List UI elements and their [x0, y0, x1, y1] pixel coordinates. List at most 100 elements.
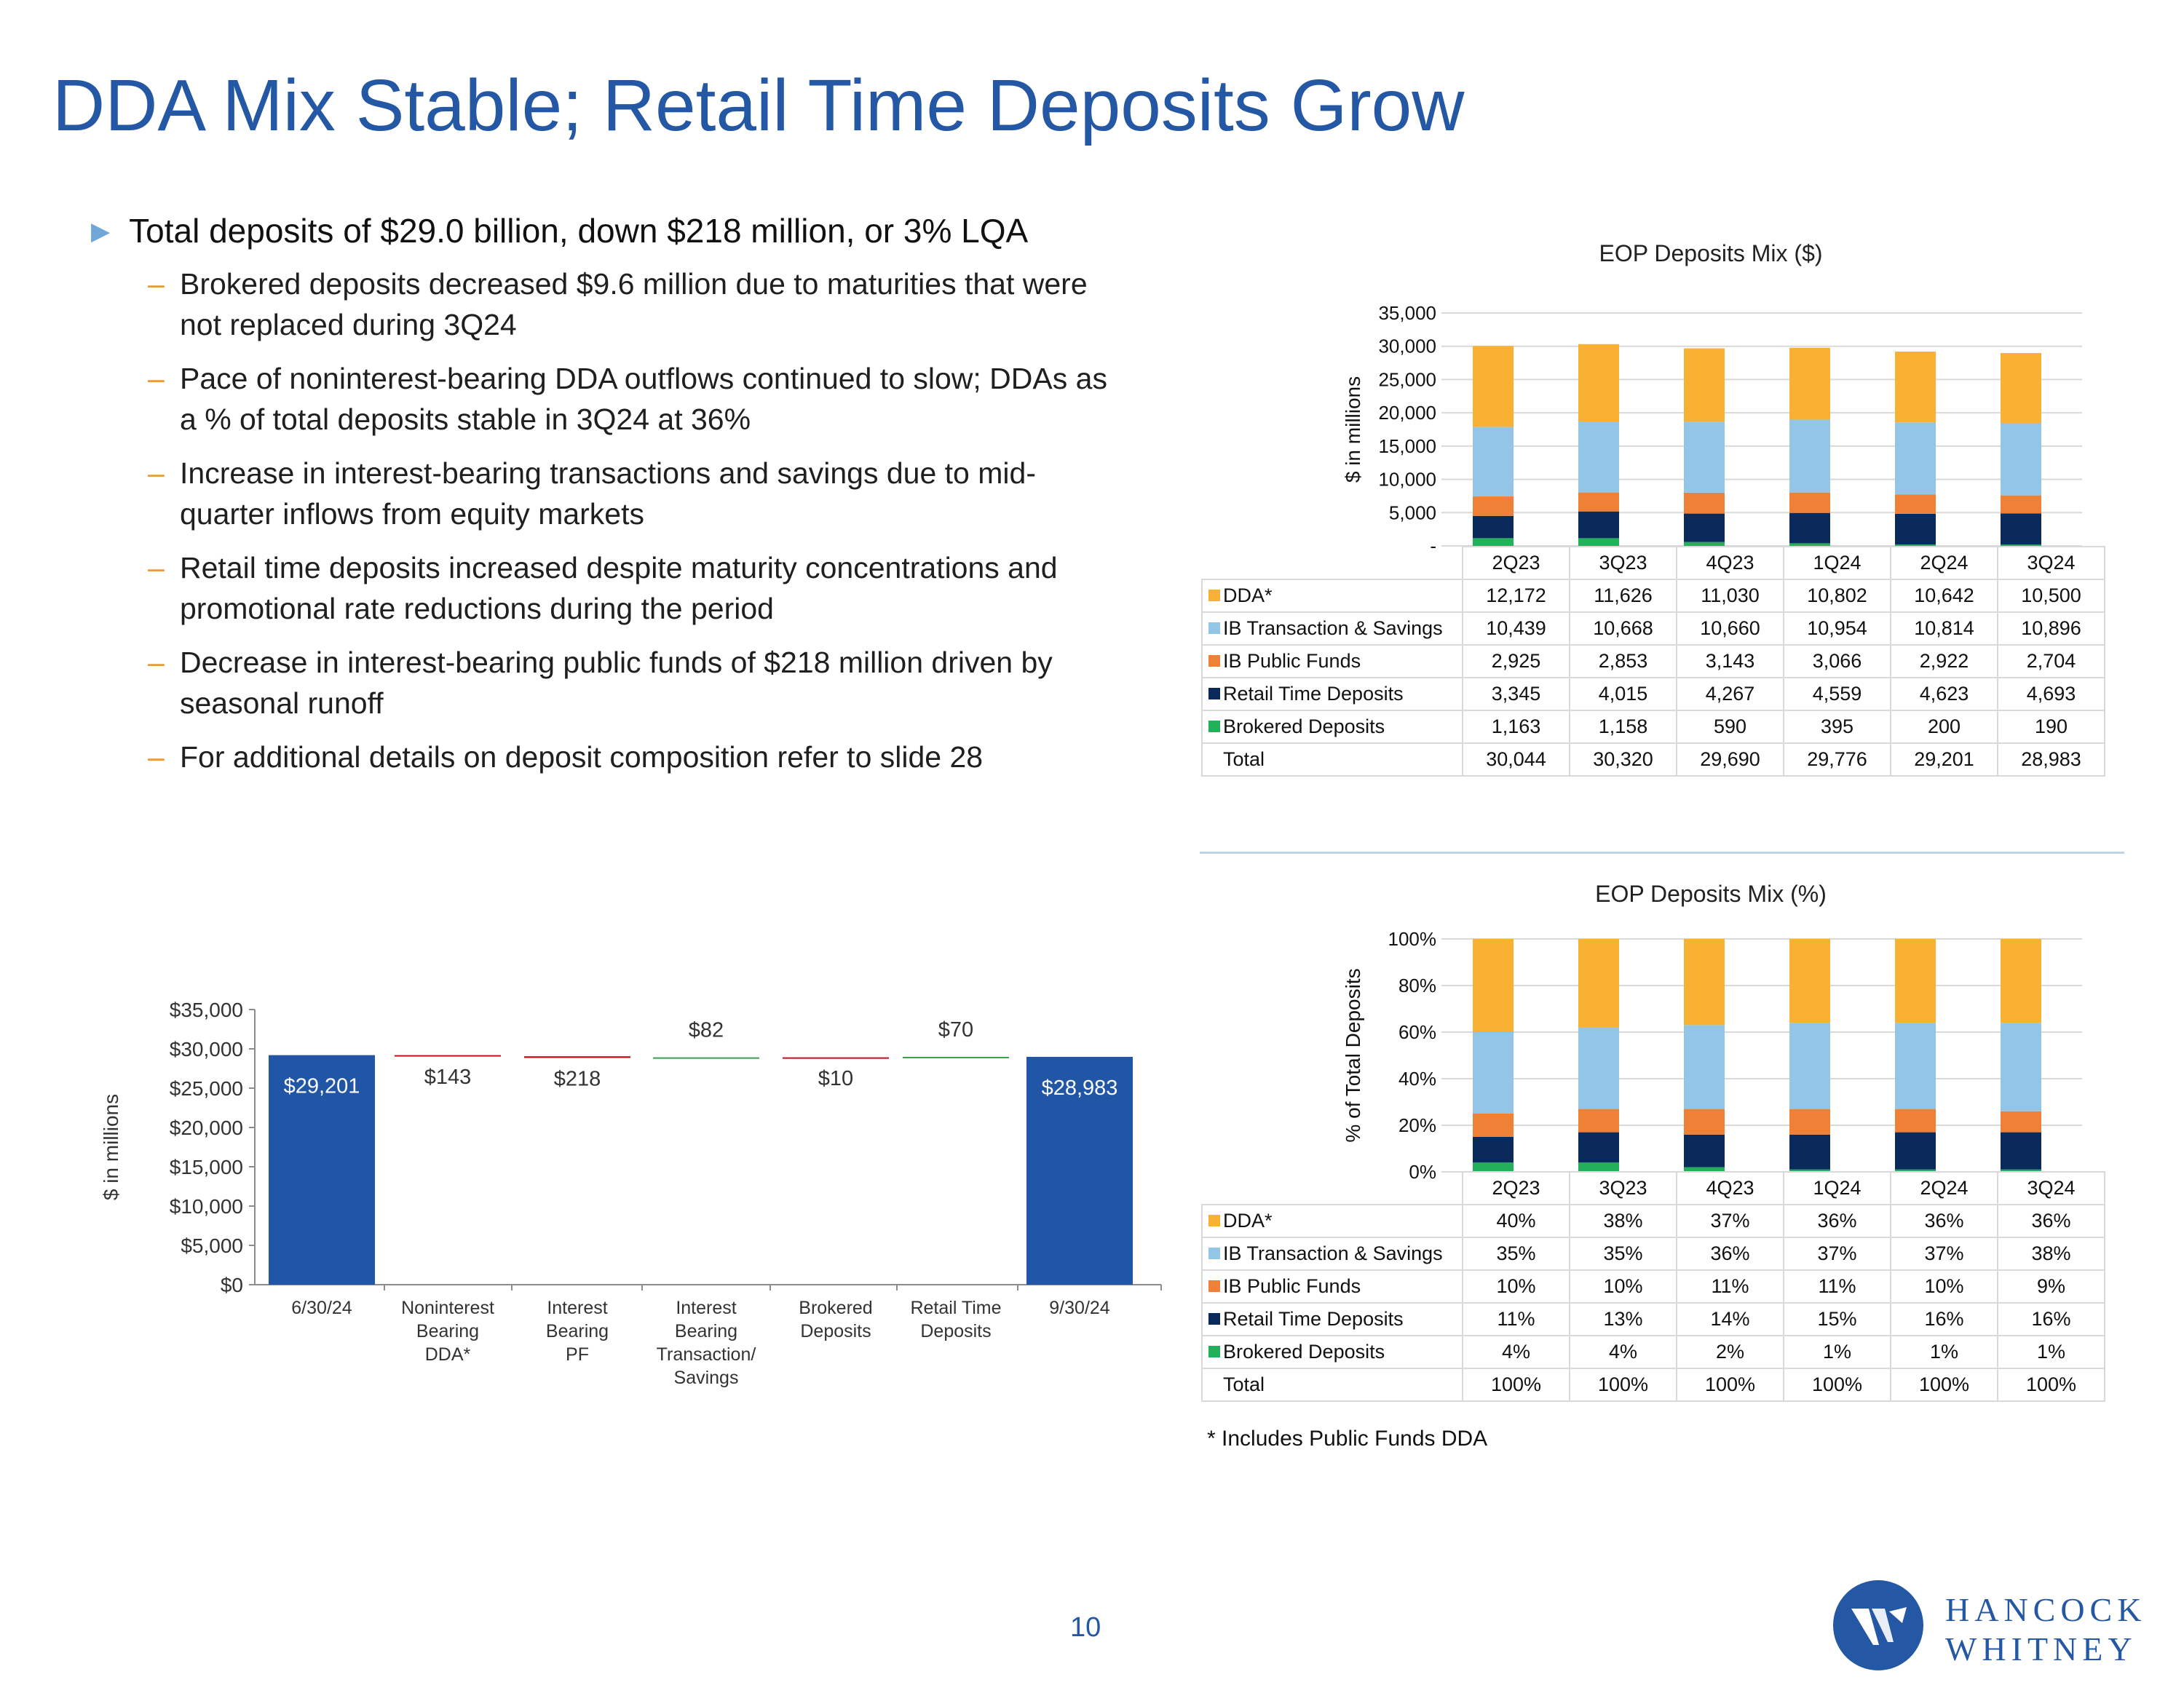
data-label: 590: [1676, 710, 1784, 744]
sub-bullet-text: Brokered deposits decreased $9.6 million…: [180, 263, 1088, 345]
data-label: 100%: [1997, 1368, 2105, 1402]
x-category-label: 9/30/24: [1049, 1298, 1110, 1318]
waterfall-step-bar: [653, 1057, 759, 1059]
data-label: $29,201: [284, 1075, 360, 1098]
y-tick-label: $15,000: [170, 1156, 243, 1178]
bar-segment: [1473, 427, 1514, 497]
legend-entry: Retail Time Deposits: [1201, 1302, 1463, 1336]
bar-segment: [1684, 542, 1725, 546]
data-label: 10,668: [1569, 611, 1677, 646]
x-category-label: 2Q23: [1462, 546, 1570, 580]
bar-segment: [2001, 1023, 2041, 1111]
data-label: 40%: [1462, 1204, 1570, 1238]
bar-segment: [2001, 939, 2041, 1023]
table-row: Retail Time Deposits 3,345 4,015 4,267 4,559…: [1201, 677, 2105, 711]
bar-segment: [2001, 544, 2041, 546]
bar-segment: [1578, 939, 1619, 1028]
data-label: 10%: [1462, 1269, 1570, 1304]
sub-bullet: – Pace of noninterest-bearing DDA outflow…: [148, 358, 1205, 440]
table-row: DDA* 40% 38% 37% 36% 36% 36%: [1201, 1204, 2105, 1238]
legend-entry: DDA*: [1201, 1204, 1463, 1238]
bar-segment: [1578, 492, 1619, 512]
logo-line-2: WHITNEY: [1945, 1630, 2137, 1668]
x-category-label: 3Q23: [1569, 1171, 1677, 1205]
y-tick-label: 20%: [1398, 1114, 1436, 1136]
x-category-label: Bearing: [546, 1321, 609, 1341]
waterfall-step-bar: [524, 1056, 630, 1058]
bar-segment: [1684, 492, 1725, 514]
data-label: 1,163: [1462, 710, 1570, 744]
table-corner: [1202, 1172, 1463, 1205]
x-category-label: Savings: [674, 1368, 739, 1388]
data-label: 10,500: [1997, 579, 2105, 613]
data-label: 15%: [1783, 1302, 1891, 1336]
legend-swatch: [1208, 1312, 1220, 1325]
table-corner: [1202, 547, 1463, 579]
data-label: 2,922: [1890, 644, 1998, 678]
data-label: 10,802: [1783, 579, 1891, 613]
x-category-label: Bearing: [416, 1321, 479, 1341]
bar-segment: [1473, 346, 1514, 427]
legend-swatch: [1208, 1345, 1220, 1357]
data-label: 37%: [1676, 1204, 1784, 1238]
sub-bullets: – Brokered deposits decreased $9.6 millio…: [91, 263, 1205, 777]
sub-bullet-line: promotional rate reductions during the p…: [180, 592, 774, 625]
table-row: Total 100% 100% 100% 100% 100% 100%: [1201, 1368, 2105, 1402]
data-label: 29,690: [1676, 742, 1784, 777]
legend-entry: Total: [1201, 1368, 1463, 1402]
sub-bullet-line: Decrease in interest-bearing public fund…: [180, 646, 1053, 679]
data-label: 100%: [1890, 1368, 1998, 1402]
bar-segment: [1578, 511, 1619, 539]
bar-segment: [1789, 939, 1830, 1023]
x-category-label: PF: [566, 1344, 589, 1365]
dash-bullet-icon: –: [148, 551, 165, 584]
x-category-label: DDA*: [425, 1344, 471, 1365]
data-label: 30,320: [1569, 742, 1677, 777]
data-label: 29,201: [1890, 742, 1998, 777]
bar-segment: [1473, 515, 1514, 539]
y-tick-label: 100%: [1388, 928, 1437, 950]
bar-segment: [1578, 344, 1619, 422]
series-name: DDA*: [1223, 584, 1273, 606]
bar-segment: [1578, 1162, 1619, 1172]
x-category-label: Bearing: [675, 1321, 737, 1341]
series-name: Brokered Deposits: [1223, 715, 1385, 737]
sub-bullet-line: Pace of noninterest-bearing DDA outflows…: [180, 362, 1107, 395]
chart-waterfall: $0 $5,000 $10,000 $15,000 $20,000 $25,000 $30,…: [100, 999, 1162, 1388]
sub-bullet-text: Pace of noninterest-bearing DDA outflows…: [180, 358, 1107, 440]
x-category-label: 6/30/24: [291, 1298, 352, 1318]
table-row: IB Transaction & Savings 10,439 10,668 10,6…: [1201, 611, 2105, 646]
data-label: 16%: [1997, 1302, 2105, 1336]
bar-segment: [1684, 421, 1725, 493]
legend-swatch: [1208, 1214, 1220, 1226]
data-label: 100%: [1676, 1368, 1784, 1402]
logo-wordmark: HANCOCK WHITNEY: [1945, 1590, 2146, 1669]
bar-segment: [2001, 423, 2041, 496]
bar-segment: [1578, 538, 1619, 546]
footnote: * Includes Public Funds DDA: [1207, 1427, 1488, 1451]
data-label: 3,066: [1783, 644, 1891, 678]
bar-segment: [2001, 353, 2041, 424]
data-label: 4,559: [1783, 677, 1891, 711]
data-label: 100%: [1569, 1368, 1677, 1402]
bar-segment: [1789, 1109, 1830, 1135]
series-name: IB Public Funds: [1223, 1275, 1361, 1297]
bar-segment: [2001, 1169, 2041, 1172]
data-label: 10,814: [1890, 611, 1998, 646]
data-label: $143: [424, 1066, 472, 1089]
x-category-label: 1Q24: [1783, 546, 1891, 580]
legend-swatch: [1208, 654, 1220, 667]
bar-segment: [1789, 419, 1830, 493]
y-tick-label: 0%: [1409, 1161, 1436, 1183]
series-name: Retail Time Deposits: [1223, 1308, 1404, 1330]
bar-segment: [1684, 348, 1725, 422]
bar-segment: [1895, 494, 1936, 514]
bar-segment: [1684, 1109, 1725, 1135]
legend-entry: IB Public Funds: [1201, 644, 1463, 678]
data-label: 4%: [1462, 1335, 1570, 1369]
bar-segment: [1473, 939, 1514, 1032]
x-category-label: Brokered: [799, 1298, 872, 1318]
sub-bullet-line: not replaced during 3Q24: [180, 308, 517, 341]
y-tick-label: $10,000: [170, 1195, 243, 1218]
y-tick-label: 40%: [1398, 1068, 1436, 1090]
